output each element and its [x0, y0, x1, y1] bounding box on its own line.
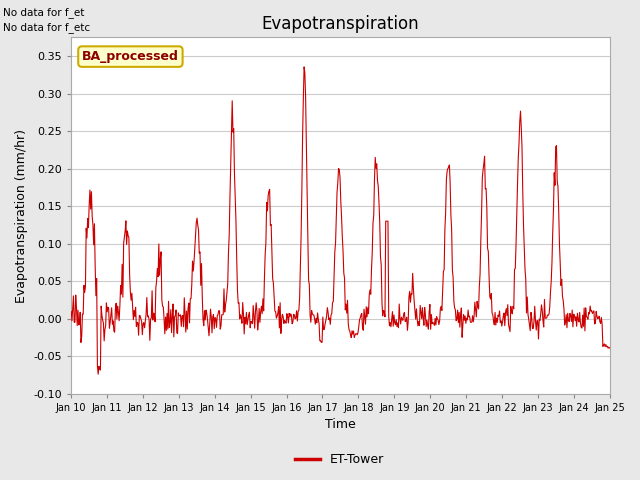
Text: BA_processed: BA_processed	[82, 50, 179, 63]
Legend: ET-Tower: ET-Tower	[289, 448, 389, 471]
Title: Evapotranspiration: Evapotranspiration	[262, 15, 419, 33]
Text: No data for f_et: No data for f_et	[3, 7, 84, 18]
Text: No data for f_etc: No data for f_etc	[3, 22, 90, 33]
Y-axis label: Evapotranspiration (mm/hr): Evapotranspiration (mm/hr)	[15, 129, 28, 302]
X-axis label: Time: Time	[325, 419, 356, 432]
